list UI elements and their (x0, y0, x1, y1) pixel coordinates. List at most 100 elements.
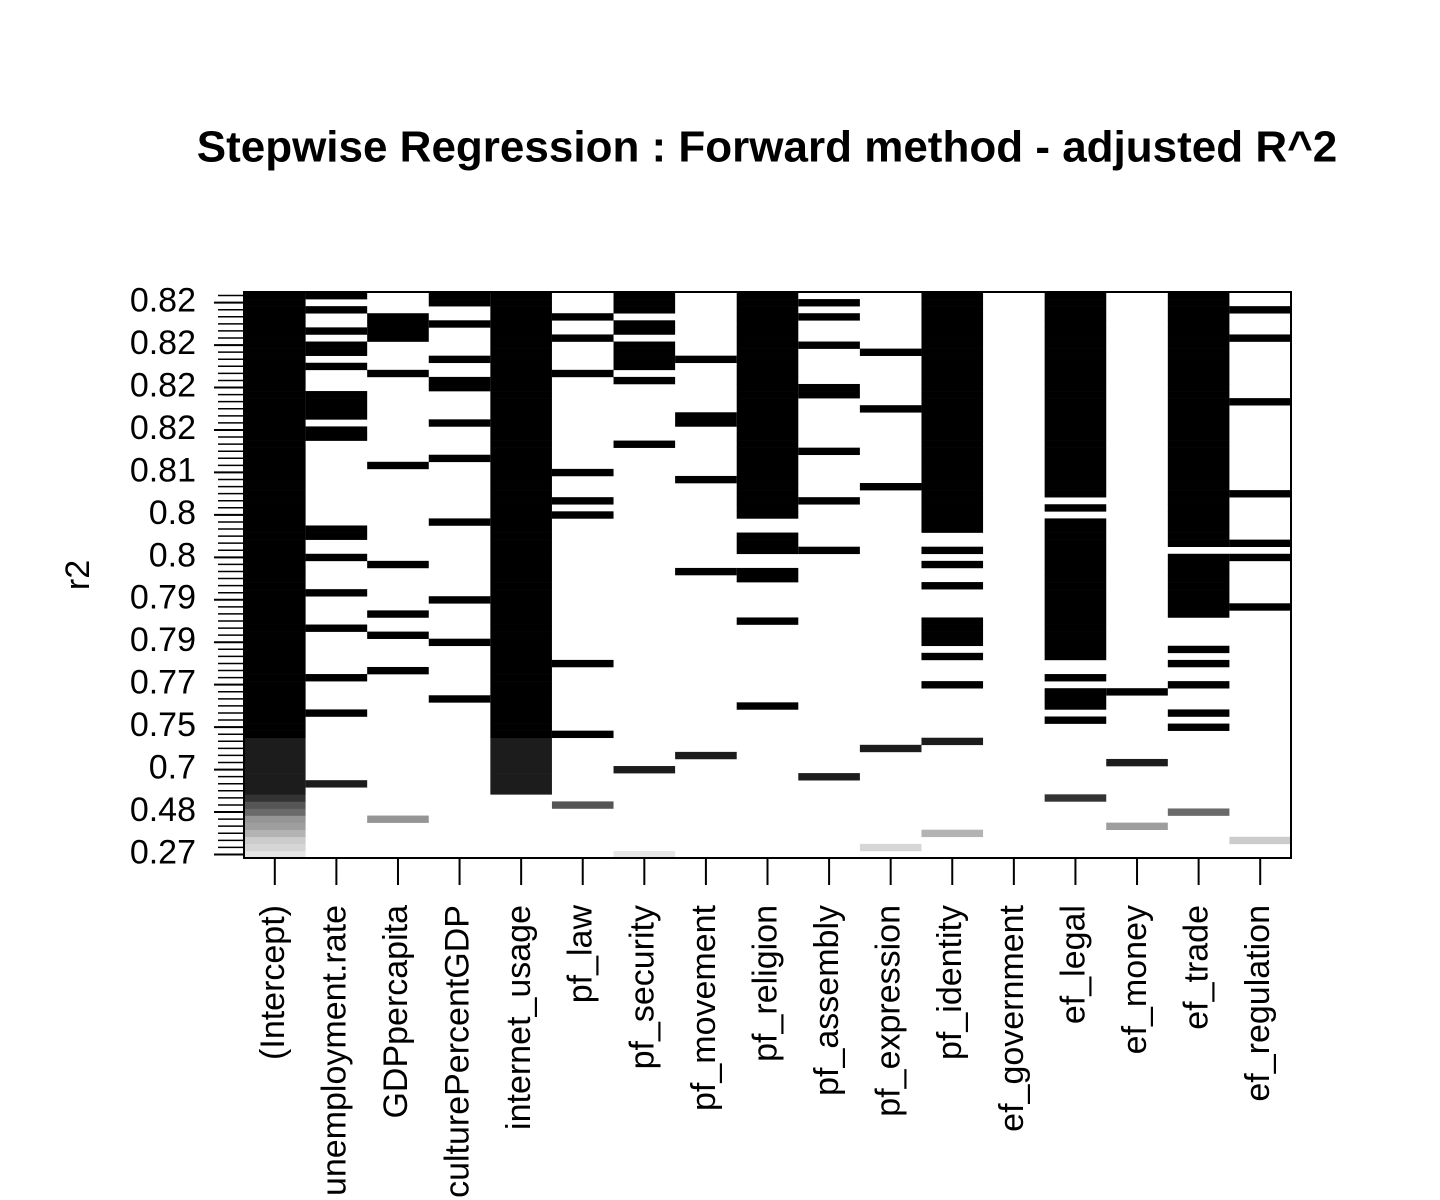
cell (244, 801, 306, 809)
cell (244, 645, 306, 654)
cell (1044, 567, 1107, 576)
cell (305, 398, 368, 406)
cell (367, 334, 429, 342)
cell (367, 815, 429, 823)
cell (1106, 822, 1168, 830)
cell (921, 546, 984, 555)
cell (244, 603, 306, 611)
cell (1167, 504, 1230, 512)
cell (490, 730, 552, 739)
cell (1167, 560, 1230, 569)
cell (551, 730, 614, 739)
cell (490, 553, 552, 562)
cell (305, 525, 368, 533)
cell (1167, 369, 1230, 378)
cell (244, 327, 306, 335)
cell (490, 539, 552, 547)
cell (1229, 603, 1291, 611)
cell (921, 306, 984, 314)
cell (490, 419, 552, 427)
cell (490, 313, 552, 321)
cell (551, 801, 614, 809)
cell (428, 695, 491, 703)
cell (367, 461, 429, 470)
cell (1229, 334, 1291, 342)
cell (1167, 391, 1230, 399)
cell (1167, 475, 1230, 484)
cell (921, 525, 984, 533)
cell (367, 327, 429, 335)
cell (736, 702, 799, 710)
y-tick-label: 0.7 (149, 749, 196, 787)
cell (1167, 511, 1230, 519)
cell (1167, 553, 1230, 562)
cell (244, 292, 306, 300)
cell (675, 419, 737, 427)
cell (736, 383, 799, 392)
cell (490, 497, 552, 505)
cell (244, 808, 306, 816)
x-tick-label: (Intercept) (254, 905, 292, 1060)
cell (1167, 313, 1230, 321)
cell (1167, 320, 1230, 328)
cell (736, 490, 799, 498)
cell (1167, 709, 1230, 717)
y-tick-label: 0.82 (130, 324, 196, 362)
cell (244, 716, 306, 724)
cell (921, 490, 984, 498)
cell (367, 560, 429, 569)
y-axis-label: r2 (59, 560, 97, 590)
cell (551, 369, 614, 378)
cell (490, 723, 552, 731)
cell (675, 751, 737, 760)
cell (367, 610, 429, 618)
cell (490, 546, 552, 555)
cell (490, 504, 552, 512)
x-tick-label: ef_money (1116, 905, 1154, 1054)
cell (367, 320, 429, 328)
y-tick-label: 0.82 (130, 366, 196, 404)
cell (1044, 313, 1107, 321)
cell (1167, 525, 1230, 533)
cell (490, 787, 552, 795)
cell (1044, 546, 1107, 555)
cell (244, 596, 306, 604)
cell (859, 843, 922, 852)
cell (736, 398, 799, 406)
cell (921, 468, 984, 477)
cell (921, 433, 984, 441)
cell (490, 532, 552, 540)
cell (921, 829, 984, 838)
cell (613, 376, 676, 385)
cell (428, 292, 491, 300)
cell (921, 419, 984, 427)
cell (305, 426, 368, 434)
cell (1167, 582, 1230, 590)
cell (305, 589, 368, 597)
cell (1044, 461, 1107, 470)
cell (1229, 539, 1291, 547)
cell (1167, 532, 1230, 540)
cell (675, 355, 737, 364)
cell (613, 292, 676, 300)
cell (490, 695, 552, 703)
cell (1044, 475, 1107, 484)
cell (367, 313, 429, 321)
cell (1167, 362, 1230, 371)
cell (244, 659, 306, 668)
cell (1044, 652, 1107, 661)
cell (1044, 525, 1107, 533)
cell (1167, 539, 1230, 547)
cell (305, 405, 368, 413)
cell (1229, 398, 1291, 406)
cell (1167, 468, 1230, 477)
cell (1044, 440, 1107, 448)
cell (244, 299, 306, 307)
cell (736, 426, 799, 434)
cell (305, 780, 368, 788)
cell (244, 433, 306, 441)
x-tick-label: ef_legal (1054, 905, 1092, 1024)
cell (490, 603, 552, 611)
cell (613, 327, 676, 335)
cell (244, 348, 306, 356)
